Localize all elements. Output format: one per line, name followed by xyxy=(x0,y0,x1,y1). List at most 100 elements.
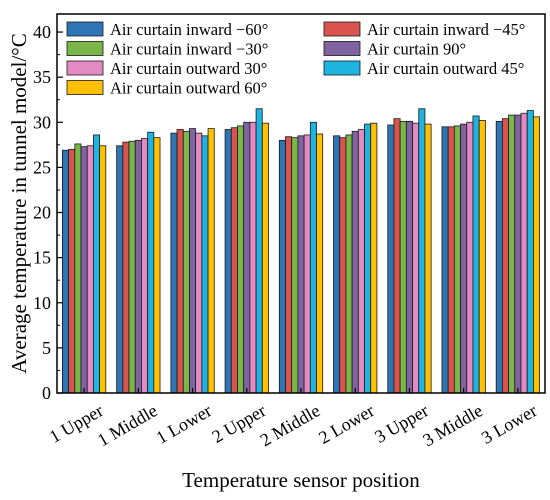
bar xyxy=(224,129,232,394)
bar xyxy=(74,143,82,394)
bar xyxy=(495,120,503,394)
bar xyxy=(80,146,88,394)
bar xyxy=(466,121,474,394)
bar xyxy=(291,137,299,394)
bar xyxy=(501,118,509,394)
bar xyxy=(195,132,203,394)
y-tick-label: 20 xyxy=(33,203,51,223)
bar xyxy=(508,114,516,394)
bar xyxy=(333,135,341,394)
bar xyxy=(201,135,209,394)
bar xyxy=(316,133,324,394)
bar xyxy=(128,140,136,394)
y-axis-ticks: 0 5 10 15 20 25 30 35 40 xyxy=(33,22,63,403)
bars-layer xyxy=(62,108,540,394)
legend-label: Air curtain inward −60° xyxy=(110,20,268,39)
legend-swatch xyxy=(66,60,104,76)
y-axis-title: Average temperature in tunnel model/°C xyxy=(7,33,31,373)
bar xyxy=(189,128,197,394)
bar xyxy=(141,138,149,394)
bar xyxy=(230,127,238,394)
legend-label: Air curtain inward −45° xyxy=(367,20,525,39)
bar xyxy=(261,122,269,394)
bar xyxy=(134,139,142,394)
bar xyxy=(424,123,432,394)
y-tick-label: 15 xyxy=(33,248,51,268)
y-tick-label: 30 xyxy=(33,112,51,132)
plot-frame xyxy=(56,13,546,394)
bar xyxy=(387,124,395,394)
y-tick-label: 0 xyxy=(42,383,51,403)
bar xyxy=(532,116,540,394)
bar xyxy=(405,120,413,394)
bar xyxy=(393,118,401,394)
bar xyxy=(243,121,251,394)
bar xyxy=(278,139,286,394)
legend-swatch xyxy=(323,21,361,37)
legend-swatch xyxy=(66,21,104,37)
y-tick-label: 25 xyxy=(33,157,51,177)
bar xyxy=(255,108,263,394)
bar xyxy=(237,125,245,394)
bar xyxy=(526,110,534,394)
bar xyxy=(153,137,161,394)
bar xyxy=(351,130,359,394)
bar xyxy=(182,130,190,394)
bar xyxy=(453,125,461,394)
bar xyxy=(86,145,94,394)
bar xyxy=(447,126,455,394)
bar xyxy=(520,112,528,394)
legend-label: Air curtain outward 60° xyxy=(110,79,267,98)
x-tick-label: 1 Middle xyxy=(94,400,161,450)
legend-label: Air curtain outward 45° xyxy=(367,59,524,78)
bar xyxy=(176,129,184,394)
legend-swatch xyxy=(66,80,104,95)
bar xyxy=(345,134,353,394)
bar xyxy=(62,149,70,394)
bar xyxy=(297,135,305,394)
bar xyxy=(303,134,311,394)
legend-swatch xyxy=(323,41,361,56)
legend-label: Air curtain outward 30° xyxy=(110,59,267,78)
bar xyxy=(309,121,317,394)
bar xyxy=(472,115,480,394)
bar xyxy=(460,123,468,394)
bar xyxy=(514,114,522,394)
bar xyxy=(364,123,372,394)
bar xyxy=(116,145,124,394)
bar xyxy=(418,108,426,394)
x-tick-label: 1 Lower xyxy=(153,400,215,448)
bar xyxy=(207,128,215,394)
bar xyxy=(478,120,486,394)
bar xyxy=(412,122,420,394)
y-tick-label: 35 xyxy=(33,67,51,87)
x-tick-label: 3 Lower xyxy=(478,400,540,448)
x-tick-label: 3 Middle xyxy=(419,400,486,450)
bar xyxy=(93,134,101,394)
bar xyxy=(441,126,449,394)
bar xyxy=(170,132,178,394)
bar xyxy=(99,145,107,394)
legend: Air curtain inward −60° Air curtain inwar… xyxy=(66,20,525,98)
bar xyxy=(249,121,257,394)
x-tick-label: 2 Lower xyxy=(315,400,377,448)
y-tick-label: 10 xyxy=(33,293,51,313)
y-tick-label: 40 xyxy=(33,22,51,42)
legend-label: Air curtain 90° xyxy=(367,40,466,59)
bar xyxy=(339,137,347,394)
bar xyxy=(285,136,293,394)
bar xyxy=(399,120,407,394)
bar xyxy=(370,122,378,394)
bar xyxy=(68,148,76,394)
y-tick-label: 5 xyxy=(42,338,51,358)
legend-swatch xyxy=(323,60,361,76)
bar xyxy=(357,129,365,394)
legend-swatch xyxy=(66,41,104,56)
legend-label: Air curtain inward −30° xyxy=(110,40,268,59)
x-tick-label: 2 Middle xyxy=(257,400,324,450)
x-axis-title: Temperature sensor position xyxy=(182,468,420,492)
bar xyxy=(147,131,155,394)
bar xyxy=(122,141,130,394)
